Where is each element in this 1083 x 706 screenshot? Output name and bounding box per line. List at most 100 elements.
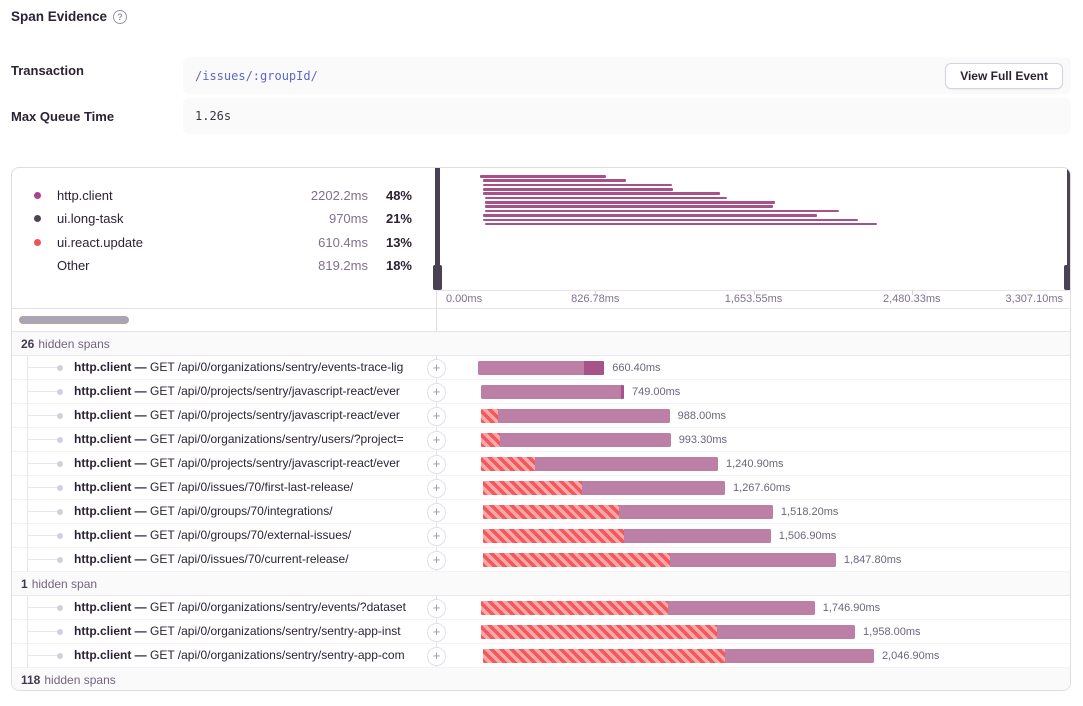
legend: http.client 2202.2ms 48% ui.long-task 970ms 2… bbox=[12, 168, 437, 290]
help-icon[interactable]: ? bbox=[113, 9, 128, 24]
span-row[interactable]: http.client — GET /api/0/projects/sentry… bbox=[12, 452, 1070, 476]
expand-span-button[interactable]: + bbox=[427, 622, 446, 642]
span-tree-cell: http.client — GET /api/0/organizations/s… bbox=[12, 620, 446, 644]
minimap-span-bar bbox=[484, 201, 776, 204]
span-bar-cell: 988.00ms bbox=[437, 404, 1070, 427]
expand-span-button[interactable]: + bbox=[427, 550, 446, 570]
legend-item-ui-long-task: ui.long-task 970ms 21% bbox=[34, 211, 412, 227]
span-bar-cell: 1,746.90ms bbox=[437, 596, 1070, 619]
max-queue-time-panel: 1.26s bbox=[183, 98, 1071, 134]
tree-connector-line bbox=[28, 655, 58, 656]
tree-connector-line bbox=[28, 511, 58, 512]
span-description: http.client — GET /api/0/groups/70/exter… bbox=[74, 528, 352, 542]
span-op: http.client — bbox=[74, 384, 147, 398]
span-row[interactable]: http.client — GET /api/0/issues/70/first… bbox=[12, 476, 1070, 500]
span-row[interactable]: http.client — GET /api/0/organizations/s… bbox=[12, 596, 1070, 620]
span-overlap-stripes bbox=[480, 457, 536, 471]
tree-connector-line bbox=[28, 391, 58, 392]
span-row[interactable]: http.client — GET /api/0/organizations/s… bbox=[12, 620, 1070, 644]
span-row[interactable]: http.client — GET /api/0/groups/70/integ… bbox=[12, 500, 1070, 524]
span-description: http.client — GET /api/0/issues/70/first… bbox=[74, 480, 354, 494]
span-op: http.client — bbox=[74, 504, 147, 518]
span-tree-cell: http.client — GET /api/0/groups/70/integ… bbox=[12, 500, 446, 524]
minimap-span-bar bbox=[480, 175, 607, 178]
expand-span-button[interactable]: + bbox=[427, 478, 446, 498]
hidden-spans-group-row[interactable]: 1 hidden span bbox=[12, 572, 1070, 596]
span-row[interactable]: http.client — GET /api/0/groups/70/exter… bbox=[12, 524, 1070, 548]
tree-connector-line bbox=[28, 631, 58, 632]
minimap-span-bar bbox=[482, 218, 858, 221]
span-duration-bar bbox=[477, 361, 605, 375]
span-overlap-stripes bbox=[480, 409, 498, 423]
span-description: http.client — GET /api/0/projects/sentry… bbox=[74, 456, 400, 470]
expand-span-button[interactable]: + bbox=[427, 526, 446, 546]
page-title: Span Evidence bbox=[11, 9, 108, 24]
expand-span-button[interactable]: + bbox=[427, 382, 446, 402]
transaction-label: Transaction bbox=[11, 63, 84, 78]
span-op: http.client — bbox=[74, 432, 147, 446]
transaction-link[interactable]: /issues/:groupId/ bbox=[195, 68, 318, 83]
span-tree-cell: http.client — GET /api/0/organizations/s… bbox=[12, 596, 446, 620]
span-bar-cell: 749.00ms bbox=[437, 380, 1070, 403]
span-op: http.client — bbox=[74, 408, 147, 422]
expand-span-button[interactable]: + bbox=[427, 406, 446, 426]
hidden-spans-group-row[interactable]: 26 hidden spans bbox=[12, 332, 1070, 356]
tree-trunk-line bbox=[27, 596, 28, 620]
span-duration-bar bbox=[480, 601, 815, 615]
span-duration-bar bbox=[480, 409, 670, 423]
span-description: http.client — GET /api/0/organizations/s… bbox=[74, 600, 406, 614]
minimap-left-handle[interactable] bbox=[433, 168, 442, 290]
span-op: http.client — bbox=[74, 648, 147, 662]
tree-node-dot bbox=[57, 556, 63, 563]
hidden-spans-group-row[interactable]: 118 hidden spans bbox=[12, 668, 1070, 690]
legend-duration: 610.4ms bbox=[318, 234, 368, 250]
expand-span-button[interactable]: + bbox=[427, 646, 446, 666]
span-duration-bar bbox=[480, 385, 624, 399]
minimap-right-handle[interactable] bbox=[1064, 168, 1070, 290]
tree-trunk-line bbox=[27, 452, 28, 476]
tree-connector-line bbox=[28, 367, 58, 368]
minimap[interactable] bbox=[433, 168, 1070, 290]
span-row[interactable]: http.client — GET /api/0/organizations/s… bbox=[12, 356, 1070, 380]
view-full-event-button[interactable]: View Full Event bbox=[945, 62, 1063, 89]
hidden-spans-count: 26 bbox=[21, 336, 35, 351]
axis-tick-label: 1,653.55ms bbox=[724, 293, 783, 305]
span-rows-container: 26 hidden spans http.client — GET /api/0/o… bbox=[12, 332, 1070, 690]
span-row[interactable]: http.client — GET /api/0/organizations/s… bbox=[12, 428, 1070, 452]
span-row[interactable]: http.client — GET /api/0/projects/sentry… bbox=[12, 404, 1070, 428]
axis-tick-mark bbox=[911, 291, 913, 295]
span-row[interactable]: http.client — GET /api/0/projects/sentry… bbox=[12, 380, 1070, 404]
span-row[interactable]: http.client — GET /api/0/organizations/s… bbox=[12, 644, 1070, 668]
span-row[interactable]: http.client — GET /api/0/issues/70/curre… bbox=[12, 548, 1070, 572]
span-op: http.client — bbox=[74, 480, 147, 494]
expand-span-button[interactable]: + bbox=[427, 454, 446, 474]
tree-node-dot bbox=[57, 628, 63, 635]
expand-span-button[interactable]: + bbox=[427, 358, 446, 378]
span-duration-label: 749.00ms bbox=[632, 386, 681, 398]
expand-span-button[interactable]: + bbox=[427, 502, 446, 522]
span-description: http.client — GET /api/0/organizations/s… bbox=[74, 432, 404, 446]
span-bar-cell: 993.30ms bbox=[437, 428, 1070, 451]
span-op: http.client — bbox=[74, 456, 147, 470]
tree-node-dot bbox=[57, 364, 63, 371]
minimap-span-bar bbox=[484, 222, 877, 226]
span-description: http.client — GET /api/0/issues/70/curre… bbox=[74, 552, 349, 566]
span-op: http.client — bbox=[74, 600, 147, 614]
legend-item-ui-react-update: ui.react.update 610.4ms 13% bbox=[34, 234, 412, 250]
tree-trunk-line bbox=[27, 548, 28, 572]
tree-trunk-line bbox=[27, 644, 28, 668]
tree-trunk-line bbox=[27, 500, 28, 524]
tree-connector-line bbox=[28, 559, 58, 560]
expand-span-button[interactable]: + bbox=[427, 430, 446, 450]
scrollbar-thumb[interactable] bbox=[19, 316, 129, 324]
span-description: http.client — GET /api/0/projects/sentry… bbox=[74, 408, 400, 422]
horizontal-scrollbar[interactable] bbox=[12, 309, 437, 331]
span-overlap-stripes bbox=[480, 601, 668, 615]
time-axis-row: 0.00ms 826.78ms 1,653.55ms 2,480.33ms 3,307.… bbox=[12, 290, 1070, 309]
span-bar-cell: 1,958.00ms bbox=[437, 620, 1070, 643]
span-duration-label: 993.30ms bbox=[678, 434, 727, 446]
legend-percent: 18% bbox=[385, 258, 412, 273]
legend-item-Other: Other 819.2ms 18% bbox=[34, 258, 412, 274]
waterfall-header: http.client 2202.2ms 48% ui.long-task 970ms 2… bbox=[12, 168, 1070, 290]
expand-span-button[interactable]: + bbox=[427, 598, 446, 618]
